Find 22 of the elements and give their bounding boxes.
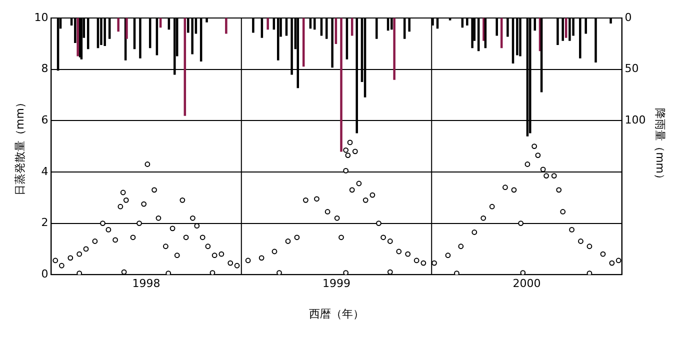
y-tick-label: 2 (41, 216, 48, 230)
x-tick-label: 2000 (512, 277, 541, 290)
bar (117, 18, 120, 32)
y2-axis-title: 降雨量（mm） (654, 108, 667, 185)
bar (76, 18, 79, 56)
bar (340, 18, 342, 152)
y-tick-label: 10 (34, 10, 48, 24)
y-tick-label: 8 (41, 62, 48, 76)
y2-tick-label: 50 (624, 62, 639, 76)
y-tick-label: 6 (41, 114, 48, 126)
y-axis-title: 日蒸発散量（mm） (13, 97, 26, 196)
x-tick-label: 1998 (132, 277, 160, 290)
y2-tick-label: 100 (624, 114, 646, 126)
x-tick-label: 1999 (322, 277, 350, 290)
y-tick-label: 0 (41, 267, 48, 280)
bar (393, 18, 396, 80)
bar (225, 18, 228, 34)
x-axis-title: 西暦（年） (309, 307, 364, 320)
bar (126, 18, 128, 39)
y-tick-label: 4 (41, 164, 48, 178)
bar (266, 18, 269, 30)
y2-tick-label: 0 (624, 10, 632, 24)
